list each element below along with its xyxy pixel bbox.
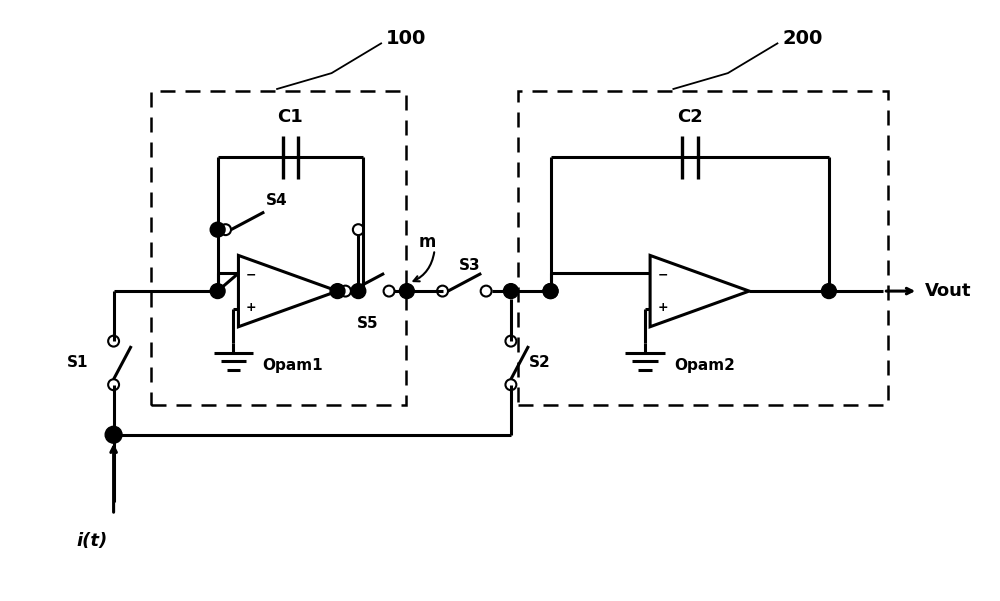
Bar bbox=[518, 91, 888, 405]
Text: S3: S3 bbox=[458, 258, 480, 273]
Circle shape bbox=[543, 284, 558, 299]
Text: C2: C2 bbox=[677, 108, 703, 126]
Circle shape bbox=[399, 284, 414, 299]
Text: C1: C1 bbox=[278, 108, 303, 126]
Text: S2: S2 bbox=[529, 355, 550, 370]
Text: 200: 200 bbox=[782, 29, 823, 48]
Text: S4: S4 bbox=[266, 193, 288, 208]
Circle shape bbox=[351, 284, 366, 299]
Text: Vout: Vout bbox=[925, 282, 972, 300]
Text: Opam1: Opam1 bbox=[263, 358, 323, 373]
Text: 100: 100 bbox=[386, 29, 426, 48]
Text: m: m bbox=[419, 233, 436, 251]
Text: +: + bbox=[246, 301, 257, 314]
Circle shape bbox=[210, 284, 225, 299]
Circle shape bbox=[330, 284, 345, 299]
Text: Opam2: Opam2 bbox=[674, 358, 735, 373]
Text: −: − bbox=[246, 268, 257, 281]
Text: −: − bbox=[658, 268, 668, 281]
Circle shape bbox=[822, 284, 836, 299]
Text: i(t): i(t) bbox=[76, 532, 107, 550]
Text: S5: S5 bbox=[356, 316, 378, 331]
Text: S1: S1 bbox=[67, 355, 89, 370]
Text: +: + bbox=[658, 301, 668, 314]
Circle shape bbox=[210, 222, 225, 237]
Circle shape bbox=[543, 284, 558, 299]
Circle shape bbox=[105, 426, 122, 443]
Bar bbox=[151, 91, 406, 405]
Circle shape bbox=[503, 284, 518, 299]
